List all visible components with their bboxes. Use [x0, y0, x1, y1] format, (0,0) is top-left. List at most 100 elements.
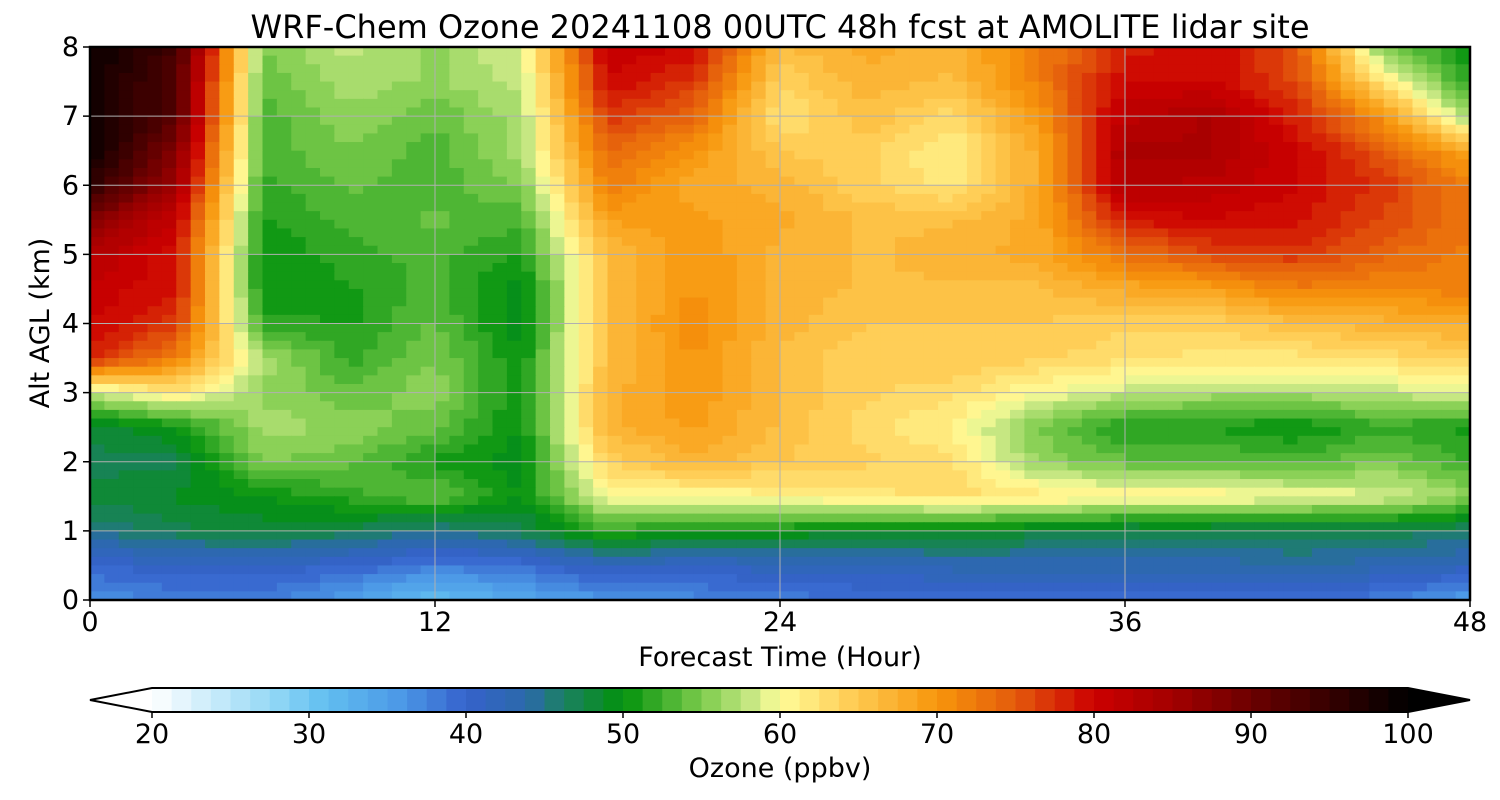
- heatmap-cell: [147, 280, 163, 290]
- heatmap-cell: [233, 185, 249, 195]
- heatmap-cell: [1010, 176, 1025, 186]
- heatmap-cell: [1053, 418, 1069, 428]
- heatmap-cell: [751, 228, 767, 238]
- heatmap-cell: [780, 107, 795, 117]
- heatmap-cell: [1125, 418, 1140, 428]
- heatmap-cell: [435, 55, 450, 65]
- heatmap-cell: [895, 461, 910, 471]
- heatmap-cell: [895, 487, 910, 497]
- heatmap-cell: [751, 340, 767, 351]
- heatmap-cell: [1182, 375, 1198, 385]
- heatmap-cell: [320, 185, 335, 195]
- heatmap-cell: [363, 107, 379, 117]
- heatmap-cell: [1067, 90, 1083, 100]
- heatmap-cell: [176, 90, 192, 100]
- heatmap-cell: [1153, 81, 1169, 91]
- heatmap-cell: [736, 332, 752, 342]
- heatmap-cell: [90, 479, 105, 489]
- heatmap-cell: [276, 150, 292, 160]
- heatmap-cell: [248, 453, 264, 463]
- heatmap-cell: [506, 98, 522, 109]
- heatmap-cell: [1010, 427, 1025, 437]
- heatmap-cell: [1283, 107, 1299, 117]
- heatmap-cell: [1455, 159, 1471, 169]
- heatmap-cell: [478, 159, 494, 169]
- heatmap-cell: [1038, 159, 1054, 169]
- heatmap-cell: [1455, 107, 1471, 117]
- heatmap-cell: [995, 392, 1011, 402]
- heatmap-cell: [463, 435, 479, 446]
- heatmap-cell: [1038, 461, 1054, 471]
- heatmap-cell: [1196, 116, 1212, 126]
- heatmap-cell: [636, 288, 652, 299]
- heatmap-cell: [118, 280, 134, 290]
- heatmap-cell: [435, 280, 450, 290]
- heatmap-cell: [938, 383, 954, 394]
- heatmap-cell: [1182, 349, 1198, 359]
- heatmap-cell: [679, 167, 695, 178]
- heatmap-cell: [320, 124, 335, 135]
- heatmap-cell: [923, 427, 939, 437]
- heatmap-cell: [1096, 245, 1112, 255]
- heatmap-cell: [564, 263, 580, 273]
- heatmap-cell: [1110, 219, 1126, 230]
- heatmap-cell: [1038, 64, 1054, 74]
- heatmap-cell: [650, 116, 666, 126]
- heatmap-cell: [693, 176, 709, 186]
- heatmap-cell: [895, 202, 910, 212]
- heatmap-cell: [133, 263, 149, 273]
- heatmap-cell: [1268, 435, 1284, 446]
- heatmap-cell: [866, 254, 882, 264]
- heatmap-cell: [1340, 349, 1356, 359]
- heatmap-cell: [636, 461, 652, 471]
- heatmap-cell: [1067, 47, 1083, 57]
- heatmap-cell: [521, 401, 537, 411]
- heatmap-cell: [593, 332, 609, 342]
- heatmap-cell: [1311, 116, 1327, 126]
- heatmap-cell: [420, 340, 436, 351]
- heatmap-cell: [1038, 245, 1054, 255]
- heatmap-cell: [1426, 383, 1442, 394]
- heatmap-cell: [118, 142, 134, 152]
- heatmap-cell: [147, 358, 163, 368]
- heatmap-cell: [1455, 116, 1471, 126]
- heatmap-cell: [1153, 435, 1169, 446]
- heatmap-cell: [1268, 479, 1284, 489]
- heatmap-cell: [607, 90, 623, 100]
- heatmap-cell: [1426, 228, 1442, 238]
- heatmap-cell: [1311, 81, 1327, 91]
- heatmap-cell: [736, 358, 752, 368]
- heatmap-cell: [693, 401, 709, 411]
- heatmap-cell: [1326, 271, 1342, 281]
- heatmap-cell: [1196, 470, 1212, 480]
- heatmap-cell: [593, 323, 609, 333]
- heatmap-cell: [621, 479, 637, 489]
- heatmap-cell: [1024, 124, 1040, 135]
- heatmap-cell: [837, 306, 853, 316]
- heatmap-cell: [1369, 375, 1385, 385]
- heatmap-cell: [334, 193, 350, 204]
- heatmap-cell: [1168, 314, 1184, 325]
- heatmap-cell: [133, 159, 149, 169]
- heatmap-cell: [1398, 349, 1414, 359]
- heatmap-cell: [765, 288, 781, 299]
- heatmap-cell: [176, 64, 192, 74]
- heatmap-cell: [1240, 193, 1255, 204]
- heatmap-cell: [851, 176, 867, 186]
- heatmap-cell: [665, 245, 680, 255]
- heatmap-cell: [1426, 340, 1442, 351]
- heatmap-cell: [665, 167, 680, 178]
- heatmap-cell: [765, 219, 781, 230]
- heatmap-cell: [1283, 297, 1299, 307]
- heatmap-cell: [147, 237, 163, 247]
- heatmap-cell: [133, 366, 149, 376]
- heatmap-cell: [320, 47, 335, 57]
- heatmap-cell: [895, 409, 910, 420]
- heatmap-cell: [190, 358, 206, 368]
- heatmap-cell: [305, 314, 321, 325]
- heatmap-cell: [521, 81, 537, 91]
- heatmap-cell: [1182, 116, 1198, 126]
- heatmap-cell: [348, 435, 364, 446]
- heatmap-cell: [1024, 245, 1040, 255]
- heatmap-cell: [1369, 237, 1385, 247]
